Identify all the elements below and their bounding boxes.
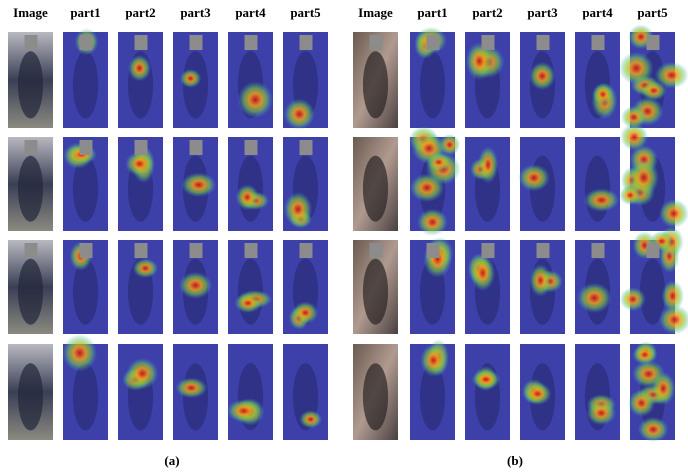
mask bbox=[135, 243, 148, 258]
mask bbox=[80, 35, 93, 50]
mask bbox=[300, 140, 313, 155]
attention-blob bbox=[126, 358, 158, 389]
person bbox=[363, 363, 388, 430]
attention-blob bbox=[620, 123, 648, 150]
column-header: part4 bbox=[235, 5, 266, 20]
caption: (a) bbox=[164, 453, 179, 468]
column-header: part2 bbox=[472, 5, 502, 20]
attention-blob bbox=[529, 62, 555, 90]
mask bbox=[190, 243, 203, 258]
column-header: part5 bbox=[290, 5, 321, 20]
attention-blob bbox=[619, 52, 654, 85]
attention-blob bbox=[179, 272, 212, 299]
mask bbox=[245, 243, 258, 258]
attention-blob bbox=[628, 159, 659, 196]
mask bbox=[135, 35, 148, 50]
mask bbox=[427, 35, 440, 50]
person bbox=[18, 363, 43, 430]
column-header: part5 bbox=[637, 5, 668, 20]
attention-blob bbox=[586, 401, 616, 426]
attention-blob bbox=[470, 255, 495, 291]
attention-blob bbox=[628, 389, 655, 416]
mask bbox=[537, 35, 550, 50]
person bbox=[420, 51, 445, 118]
mask bbox=[80, 243, 93, 258]
attention-blob bbox=[417, 209, 448, 236]
attention-blob bbox=[284, 192, 313, 227]
mask bbox=[80, 140, 93, 155]
attention-blob bbox=[655, 62, 688, 89]
attention-blob bbox=[128, 55, 151, 81]
column-header: Image bbox=[13, 5, 48, 20]
mask bbox=[370, 35, 383, 50]
mask bbox=[592, 35, 605, 50]
attention-blob bbox=[175, 378, 207, 399]
attention-blob bbox=[133, 259, 159, 279]
person bbox=[363, 51, 388, 118]
person bbox=[73, 363, 98, 430]
mask bbox=[135, 140, 148, 155]
column-header: part1 bbox=[70, 5, 100, 20]
mask bbox=[190, 35, 203, 50]
attention-blob bbox=[577, 283, 612, 313]
attention-blob bbox=[412, 133, 446, 164]
attention-blob bbox=[180, 69, 201, 88]
figure: (a) (b) Image part1 part2 part3 part4 part5 Im… bbox=[0, 0, 688, 472]
attention-blob bbox=[638, 417, 669, 442]
attention-blob bbox=[234, 293, 261, 313]
attention-blob bbox=[181, 173, 216, 197]
attention-blob bbox=[518, 164, 550, 191]
mask bbox=[482, 35, 495, 50]
attention-blob bbox=[299, 410, 322, 428]
person bbox=[18, 259, 43, 325]
column-header: part1 bbox=[417, 5, 447, 20]
mask bbox=[25, 140, 38, 155]
attention-blob bbox=[584, 188, 619, 212]
attention-blob bbox=[524, 383, 552, 406]
person bbox=[18, 51, 43, 118]
attention-blob bbox=[410, 173, 444, 202]
attention-blob bbox=[420, 344, 446, 377]
attention-blob bbox=[620, 287, 646, 311]
mask bbox=[482, 243, 495, 258]
mask bbox=[592, 243, 605, 258]
attention-blob bbox=[284, 99, 315, 130]
person bbox=[73, 51, 98, 118]
mask bbox=[25, 243, 38, 258]
mask bbox=[537, 243, 550, 258]
attention-blob bbox=[236, 184, 259, 210]
mask bbox=[245, 35, 258, 50]
mask bbox=[647, 35, 660, 50]
column-header: part3 bbox=[180, 5, 211, 20]
person bbox=[363, 156, 388, 222]
attention-blob bbox=[125, 152, 154, 177]
attention-blob bbox=[292, 301, 318, 324]
mask bbox=[647, 243, 660, 258]
attention-blob bbox=[659, 199, 688, 228]
attention-blob bbox=[530, 264, 552, 297]
caption: (b) bbox=[507, 453, 523, 468]
attention-blob bbox=[592, 83, 613, 105]
person bbox=[363, 259, 388, 325]
mask bbox=[25, 35, 38, 50]
mask bbox=[190, 140, 203, 155]
mask bbox=[300, 243, 313, 258]
attention-blob bbox=[62, 334, 97, 371]
mask bbox=[427, 243, 440, 258]
attention-blob bbox=[238, 81, 273, 118]
column-header: part2 bbox=[125, 5, 155, 20]
attention-blob bbox=[471, 370, 500, 390]
person bbox=[18, 156, 43, 222]
mask bbox=[245, 140, 258, 155]
attention-blob bbox=[227, 399, 261, 422]
mask bbox=[370, 243, 383, 258]
attention-blob bbox=[662, 280, 684, 312]
column-header: Image bbox=[358, 5, 393, 20]
attention-blob bbox=[478, 146, 498, 183]
attention-blob bbox=[651, 372, 675, 406]
column-header: part3 bbox=[527, 5, 558, 20]
column-header: part4 bbox=[582, 5, 613, 20]
mask bbox=[300, 35, 313, 50]
